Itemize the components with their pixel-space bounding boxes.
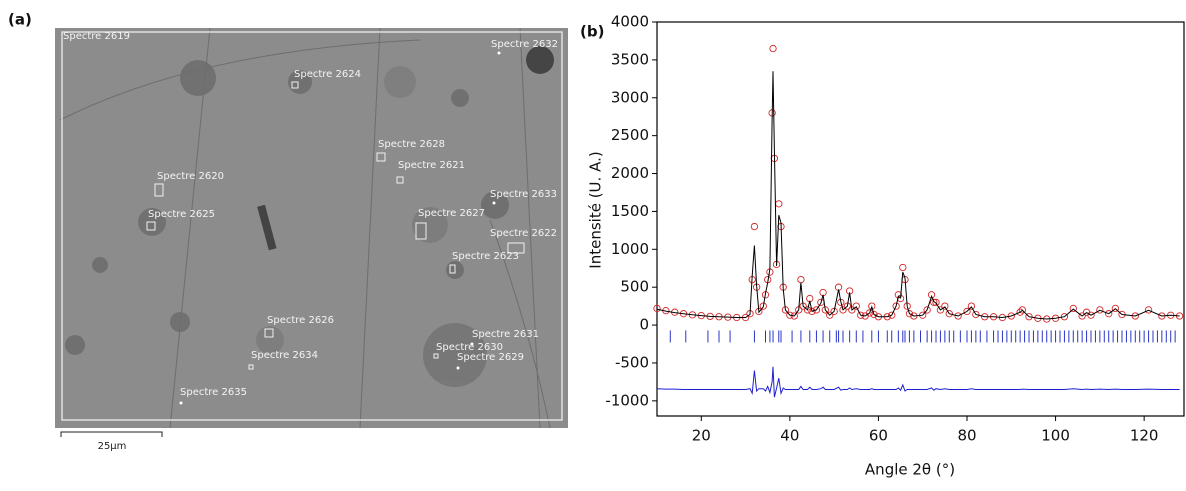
observed-point (1060, 313, 1069, 321)
x-tick-label: 20 (692, 427, 711, 445)
observed-point (865, 309, 874, 317)
observed-point (808, 307, 816, 316)
y-tick-label: 500 (620, 278, 649, 296)
spectrum-label: Spectre 2633 (490, 189, 557, 200)
y-tick-label: 4000 (611, 13, 649, 31)
panel-label: (a) (8, 11, 32, 29)
observed-point (972, 310, 980, 319)
spectrum-label: Spectre 2619 (63, 31, 130, 42)
observed-point (826, 311, 834, 319)
y-tick-label: 1000 (611, 240, 649, 258)
x-tick-label: 40 (780, 427, 799, 445)
sem-scratches (59, 27, 551, 429)
observed-point (1144, 306, 1153, 314)
observed-point (923, 306, 931, 314)
y-tick-label: 2000 (611, 164, 649, 182)
spectrum-label: Spectre 2621 (398, 160, 465, 171)
observed-point (1018, 306, 1027, 314)
y-tick-label: 3500 (611, 50, 649, 68)
observed-point (892, 302, 900, 310)
profile-line (656, 366, 1180, 398)
observed-point (852, 302, 860, 310)
observed-point (954, 312, 962, 320)
x-tick-label: 80 (957, 427, 976, 445)
x-tick-label: 100 (1041, 427, 1070, 445)
observed-point (963, 307, 971, 316)
panel-label: (b) (580, 23, 604, 41)
observed-point (1069, 304, 1077, 313)
profile-line (656, 71, 1180, 320)
observed-point (769, 44, 777, 53)
spectrum-label: Spectre 2634 (251, 350, 318, 361)
plot-frame (656, 21, 1185, 417)
observed-point (870, 310, 878, 319)
spectrum-label: Spectre 2629 (457, 352, 524, 363)
observed-point (1007, 312, 1015, 320)
x-tick-label: 120 (1130, 427, 1159, 445)
observed-point (803, 306, 812, 314)
spectrum-label: Spectre 2626 (267, 315, 334, 326)
observed-point (905, 310, 914, 318)
observed-point (1016, 308, 1024, 316)
y-tick-label: -1000 (605, 391, 649, 409)
observed-point (888, 311, 896, 319)
observed-point (868, 302, 876, 310)
y-tick-label: 3000 (611, 88, 649, 106)
observed-point (759, 302, 767, 310)
observed-point (750, 222, 759, 231)
observed-point (932, 298, 940, 306)
spectrum-label: Spectre 2625 (148, 209, 215, 220)
sem-image: Spectre 2619 Spectre 2632 Spectre 2624 S… (55, 27, 568, 452)
observed-point (857, 311, 865, 319)
x-axis-title: Angle 2θ (°) (865, 461, 955, 479)
observed-point (797, 275, 805, 284)
observed-point (1078, 312, 1086, 320)
observed-point (1105, 310, 1113, 318)
spectrum-label: Spectre 2627 (418, 208, 485, 219)
observed-point (936, 306, 945, 314)
observed-point (945, 310, 953, 318)
y-tick-label: 0 (639, 316, 649, 334)
observed-point (830, 307, 838, 316)
y-tick-label: 1500 (611, 202, 649, 220)
observed-point (790, 312, 798, 320)
spectrum-label: Spectre 2628 (378, 139, 445, 150)
observed-point (1111, 304, 1120, 313)
observed-point (786, 311, 794, 319)
spectrum-label: Spectre 2622 (490, 228, 557, 239)
y-axis-title: Intensité (U. A.) (587, 151, 605, 268)
spectrum-label: Spectre 2620 (157, 171, 224, 182)
observed-point (1087, 311, 1095, 319)
observed-point (941, 302, 949, 310)
observed-point (775, 200, 783, 208)
observed-point (899, 263, 907, 272)
spectrum-label: Spectre 2631 (472, 329, 539, 340)
sem-frame (61, 31, 563, 421)
spectrum-label: Spectre 2623 (452, 251, 519, 262)
sem-features (65, 46, 554, 387)
spectrum-label: Spectre 2630 (436, 342, 503, 353)
spectrum-boxes (146, 81, 525, 370)
observed-point (812, 306, 821, 314)
spectrum-label: Spectre 2635 (180, 387, 247, 398)
spectrum-label: Spectre 2624 (294, 69, 361, 80)
spectrum-label: Spectre 2632 (491, 39, 558, 50)
observed-point (967, 302, 976, 310)
scale-bar-label: 25µm (98, 441, 127, 452)
spectrum-points (179, 51, 501, 405)
observed-point (1025, 313, 1033, 321)
xrd-plot: -1000 -500 0 500 1000 1500 2000 2500 3000 3500 400… (605, 13, 1185, 445)
observed-point (1096, 306, 1104, 314)
observed-point (653, 304, 661, 313)
y-tick-label: 2500 (611, 126, 649, 144)
observed-point (839, 306, 847, 314)
observed-point (930, 298, 938, 306)
scale-bar (60, 431, 163, 437)
x-tick-label: 60 (869, 427, 888, 445)
y-tick-label: -500 (615, 353, 649, 371)
